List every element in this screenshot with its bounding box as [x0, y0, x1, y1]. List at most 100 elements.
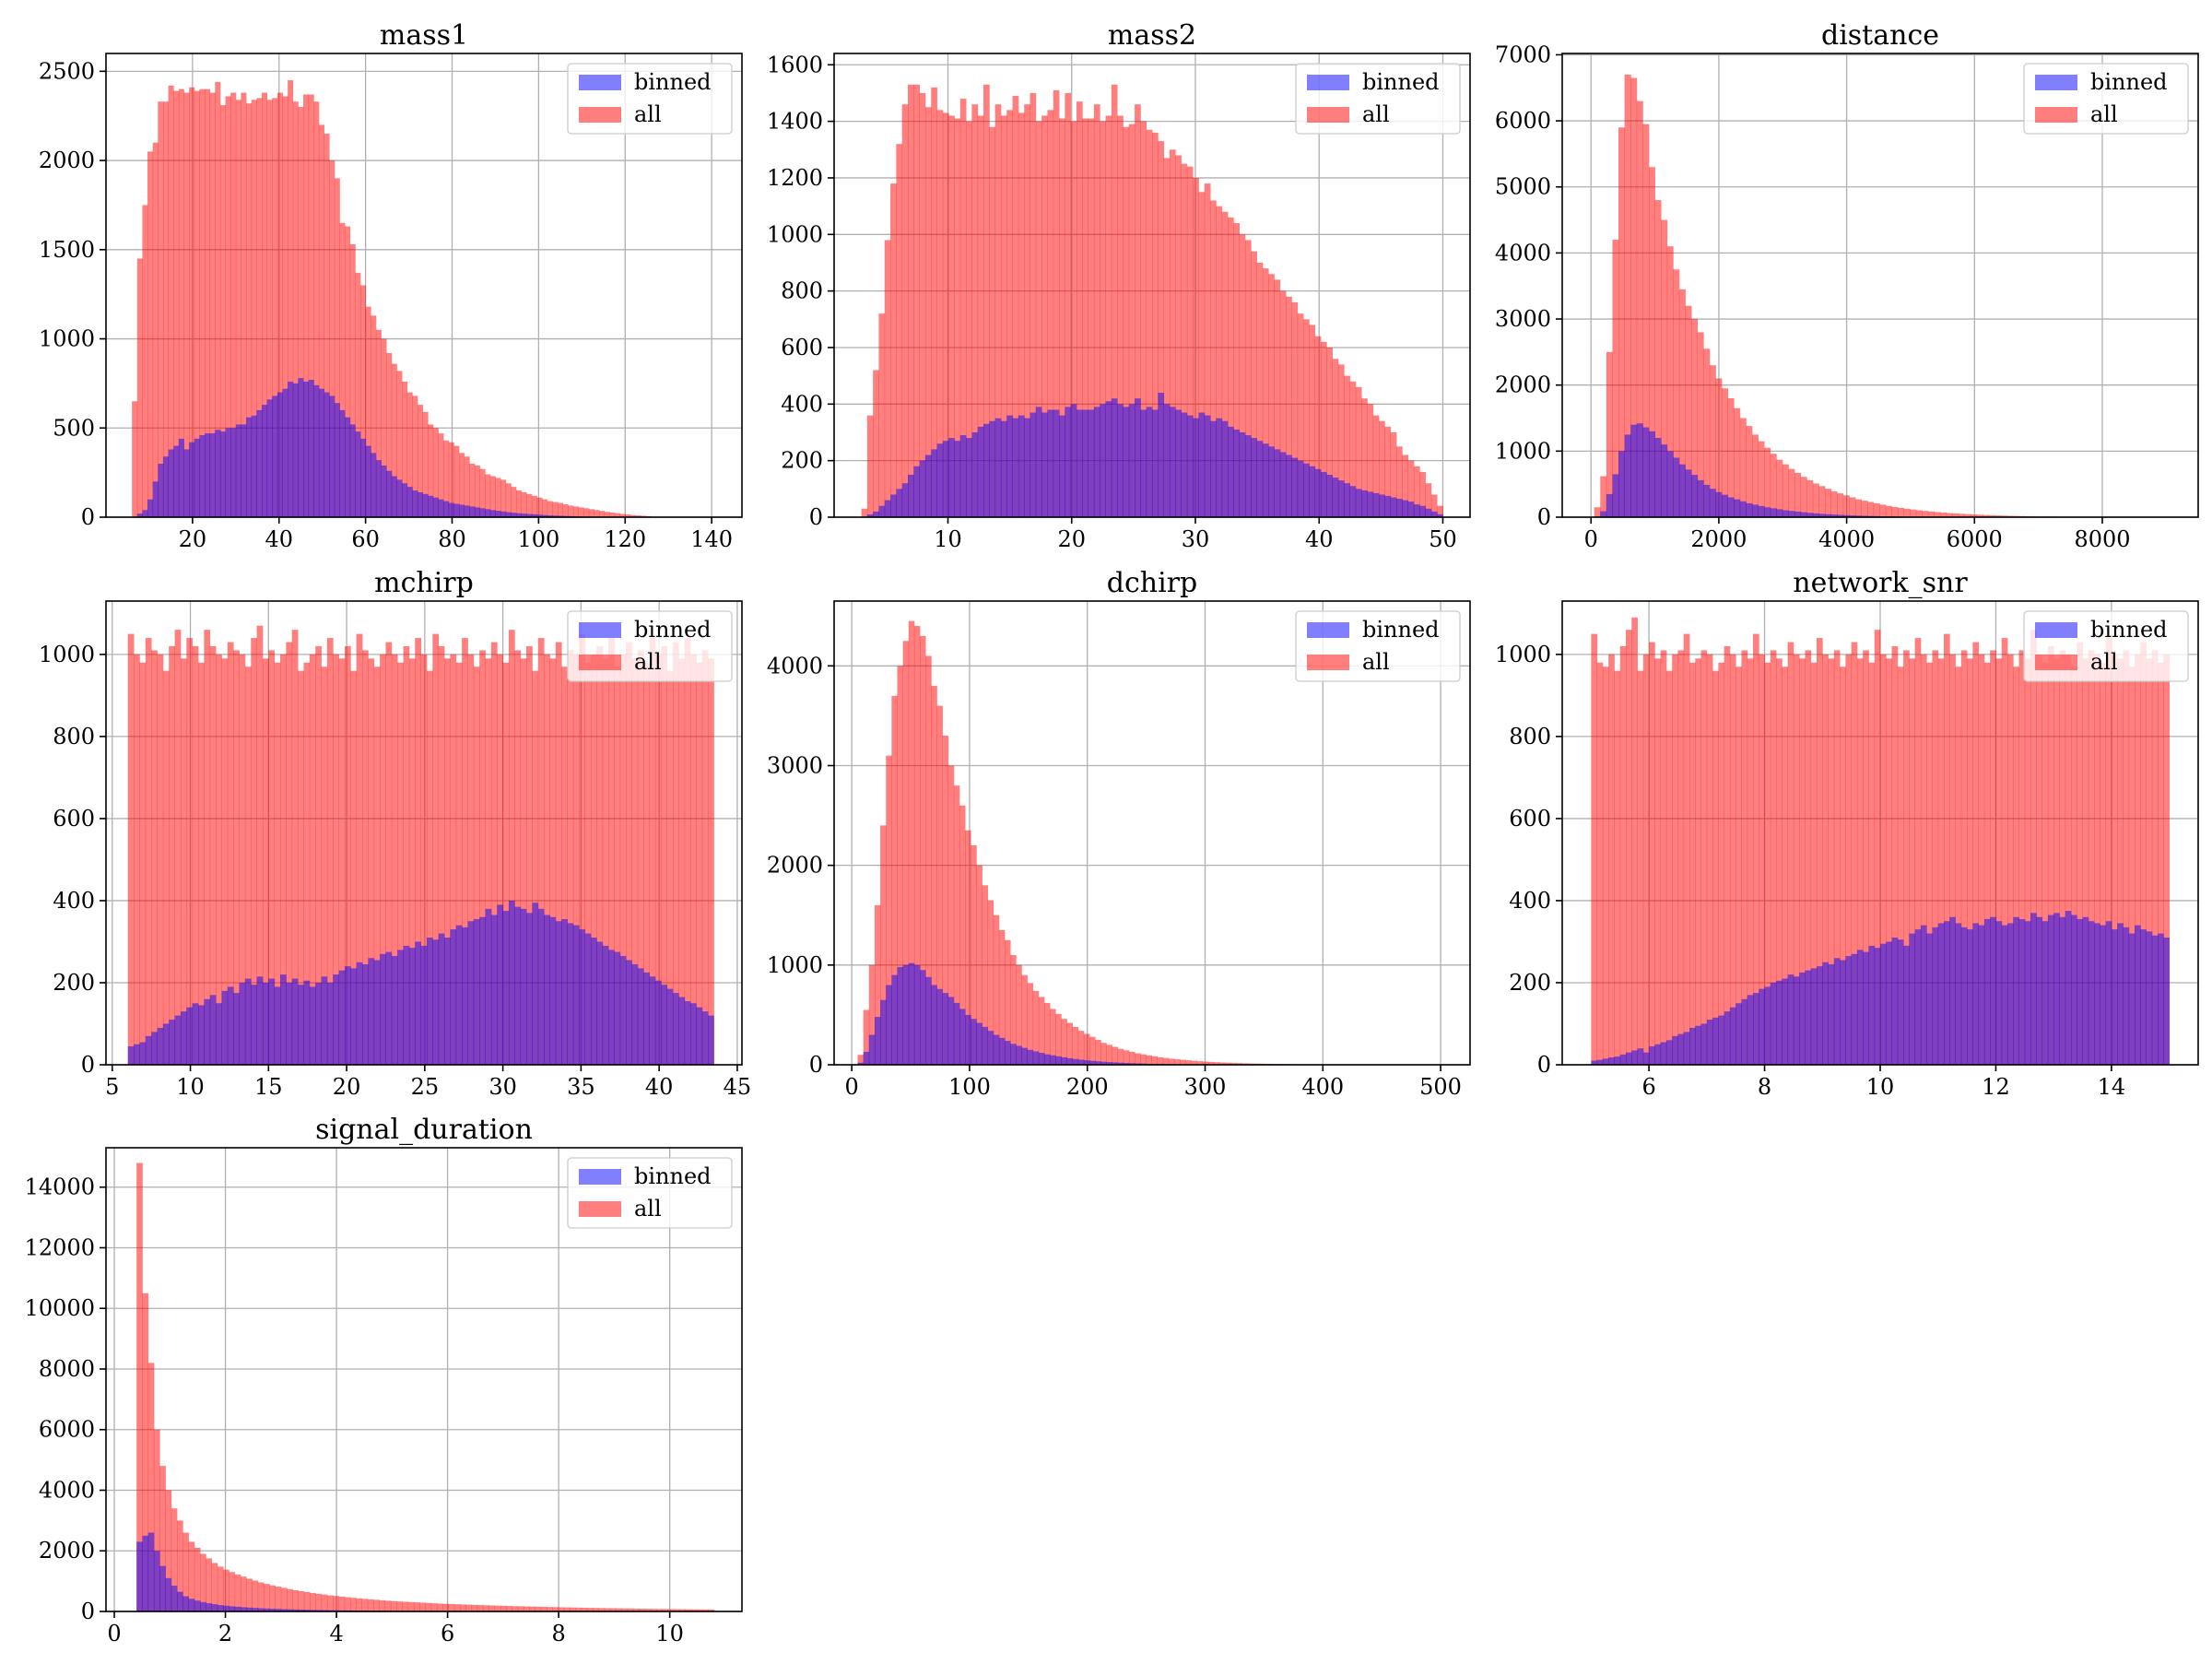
bar-binned [1805, 971, 1811, 1065]
bar-binned [661, 985, 667, 1065]
bar-all [465, 1605, 472, 1611]
bar-binned [1608, 1057, 1615, 1065]
bar-binned [474, 919, 480, 1065]
bar-binned [175, 1016, 182, 1065]
bar-all [1730, 655, 1736, 1065]
bar-binned [1044, 1055, 1051, 1065]
legend-swatch-all [1307, 655, 1349, 670]
bar-binned [142, 510, 147, 517]
bar-binned [433, 498, 439, 517]
bar-all [1764, 448, 1771, 517]
chart-title: network_snr [1793, 567, 1968, 599]
bar-binned [415, 941, 421, 1065]
bar-binned [914, 965, 921, 1065]
bar-all [137, 258, 143, 517]
bar-all [442, 1604, 449, 1611]
bar-all [1169, 1058, 1175, 1065]
bar-binned [1117, 404, 1124, 517]
bar-all [524, 1607, 530, 1611]
x-tick-label: 80 [438, 526, 466, 552]
x-tick-label: 6 [441, 1621, 454, 1646]
bar-all [1597, 663, 1604, 1065]
bar-binned [864, 1052, 870, 1065]
bar-binned [1222, 421, 1229, 517]
legend-label-all: all [1362, 649, 1390, 675]
bar-all [547, 502, 553, 517]
y-tick-label: 3000 [767, 752, 823, 778]
bar-binned [1707, 1020, 1713, 1065]
bar-all [1591, 634, 1597, 1065]
bar-binned [293, 384, 299, 517]
x-tick-label: 10 [176, 1074, 205, 1100]
bar-binned [2071, 915, 2077, 1065]
bar-binned [277, 393, 283, 517]
bar-binned [1643, 1053, 1650, 1065]
bar-binned [982, 1027, 988, 1065]
bar-all [885, 240, 891, 517]
bar-binned [345, 418, 350, 517]
bar-binned [206, 1603, 212, 1611]
bar-binned [1309, 466, 1315, 517]
legend-swatch-binned [579, 1169, 621, 1185]
bar-binned [1338, 480, 1345, 517]
bar-binned [1147, 407, 1153, 517]
bar-binned [1426, 509, 1432, 517]
bar-binned [1801, 513, 1807, 517]
bar-binned [1205, 416, 1211, 517]
bar-all [1916, 510, 1923, 517]
bar-all [426, 1603, 432, 1611]
bar-binned [1039, 1053, 1045, 1065]
bar-binned [2007, 923, 2014, 1065]
bar-binned [925, 977, 932, 1065]
bar-binned [257, 976, 264, 1065]
bar-binned [158, 464, 163, 517]
bar-binned [1158, 393, 1164, 517]
bar-binned [966, 438, 972, 517]
bar-binned [456, 926, 463, 1065]
bar-all [218, 1566, 224, 1611]
bar-all [1843, 495, 1850, 517]
bar-binned [194, 439, 200, 517]
x-tick-label: 40 [645, 1074, 674, 1100]
y-tick-label: 1000 [1495, 642, 1551, 667]
bar-binned [2147, 931, 2153, 1065]
legend-label-all: all [634, 649, 662, 675]
bar-binned [920, 970, 926, 1065]
bar-binned [869, 1035, 876, 1065]
bar-all [563, 504, 569, 517]
bar-binned [1740, 502, 1747, 517]
bar-binned [556, 921, 562, 1065]
bar-all [1759, 442, 1765, 517]
bar-binned [908, 475, 914, 517]
bar-binned [1333, 478, 1339, 517]
y-tick-label: 7000 [1495, 41, 1551, 67]
y-tick-label: 1500 [39, 237, 95, 263]
bar-all [1862, 501, 1868, 517]
bar-all [1904, 509, 1911, 517]
bar-binned [702, 1011, 709, 1065]
bar-binned [1649, 431, 1655, 517]
bar-binned [585, 934, 592, 1065]
bar-binned [1944, 921, 1950, 1065]
bar-binned [490, 510, 496, 517]
bar-binned [148, 1533, 155, 1611]
bar-binned [878, 506, 885, 517]
y-tick-label: 1200 [767, 165, 823, 191]
x-tick-label: 25 [411, 1074, 440, 1100]
bar-binned [1637, 423, 1643, 517]
bar-binned [1315, 469, 1322, 517]
bar-binned [303, 382, 309, 517]
bar-all [193, 646, 199, 1065]
bar-all [1594, 507, 1601, 517]
bar-binned [638, 968, 644, 1065]
bar-all [437, 1603, 443, 1611]
bar-binned [267, 399, 273, 517]
bar-all [163, 671, 170, 1065]
bar-binned [1010, 1044, 1017, 1065]
bar-binned [1759, 989, 1765, 1065]
